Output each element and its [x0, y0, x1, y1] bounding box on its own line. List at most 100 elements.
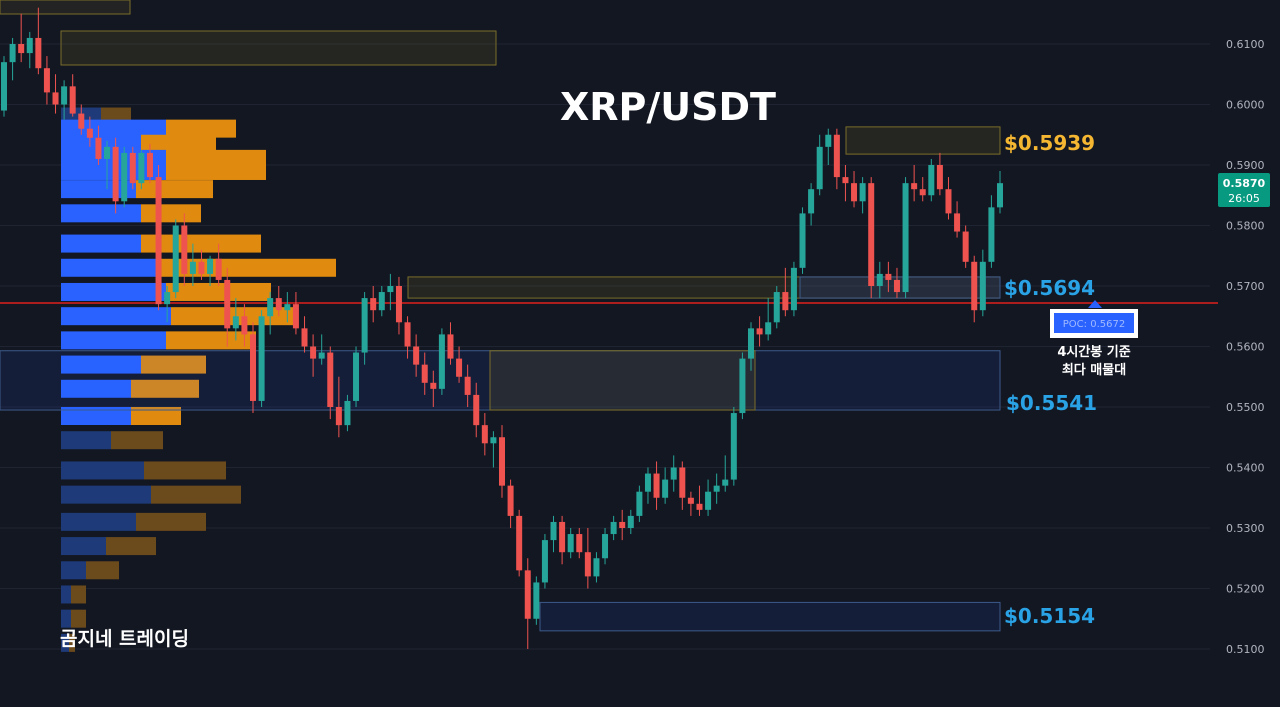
candle-body: [198, 261, 205, 274]
volume-bar-sell: [141, 204, 201, 223]
candle-body: [473, 394, 480, 426]
candle-body: [447, 334, 454, 359]
candle-body: [121, 152, 128, 202]
candle-body: [378, 292, 385, 311]
candle-body: [275, 298, 282, 311]
candle-body: [816, 146, 823, 190]
candle-body: [730, 413, 737, 480]
candle: [825, 128, 832, 165]
volume-bar-buy: [61, 355, 141, 374]
candle-body: [43, 68, 50, 93]
volume-bar-sell: [166, 282, 271, 301]
current-price-tag: 0.5870 26:05: [1218, 173, 1270, 207]
candle: [971, 255, 978, 323]
volume-bar-sell: [71, 585, 86, 604]
candlesticks: [1, 7, 1003, 649]
candle: [370, 286, 377, 323]
volume-bar-sell: [166, 119, 236, 138]
candle: [962, 225, 969, 268]
volume-bar-buy: [61, 633, 69, 652]
candle-body: [301, 328, 308, 347]
poc-label: POC: 0.5672: [1063, 319, 1125, 330]
level-label: $0.5694: [1004, 276, 1095, 300]
candle: [121, 146, 128, 208]
candle-body: [550, 521, 557, 541]
candle-body: [26, 37, 33, 54]
volume-bar-buy: [61, 485, 151, 504]
candle: [705, 479, 712, 516]
zone-0.5541: [0, 350, 1001, 411]
candle: [748, 322, 754, 371]
candle-body: [464, 376, 471, 395]
candle: [516, 509, 523, 577]
candle-body: [928, 165, 935, 196]
candle: [78, 104, 85, 135]
candle-body: [670, 467, 677, 480]
candle: [189, 243, 196, 286]
y-tick-label: 0.5800: [1226, 220, 1265, 233]
candle: [610, 515, 617, 541]
volume-bar-sell: [171, 307, 296, 326]
candle: [361, 292, 368, 365]
volume-bar-sell: [86, 561, 119, 580]
candle-body: [404, 322, 411, 347]
candle-body: [602, 534, 609, 559]
y-tick-label: 0.6000: [1226, 99, 1265, 112]
candle: [876, 261, 883, 299]
candle: [232, 298, 239, 341]
candle-body: [808, 189, 815, 214]
candle: [473, 382, 480, 438]
candle: [541, 534, 548, 589]
candle-body: [713, 485, 720, 492]
candle-body: [833, 134, 840, 178]
candle: [155, 165, 162, 311]
candle-body: [361, 298, 368, 353]
candle: [765, 298, 772, 341]
candle-body: [327, 352, 334, 407]
volume-bar-buy: [61, 234, 141, 253]
candle: [164, 286, 171, 323]
candle-body: [172, 225, 179, 293]
candle: [104, 140, 111, 190]
candle: [851, 171, 858, 208]
candle-body: [593, 558, 600, 577]
candle-body: [756, 328, 763, 335]
candle: [335, 376, 342, 438]
volume-bar-buy: [61, 407, 131, 425]
candle-body: [164, 292, 171, 305]
volume-bar-buy: [61, 307, 171, 326]
candle-body: [78, 113, 85, 129]
candle: [619, 509, 626, 541]
candle: [713, 473, 720, 504]
candle-body: [146, 152, 153, 178]
candle: [327, 346, 334, 420]
candle: [911, 165, 918, 202]
candle-body: [207, 258, 214, 274]
candle-body: [842, 177, 849, 184]
candle-body: [516, 515, 523, 571]
candle: [181, 213, 188, 286]
volume-bar-sell: [111, 431, 163, 450]
candle-body: [533, 582, 540, 619]
y-tick-label: 0.5200: [1226, 583, 1265, 596]
candle-body: [86, 128, 93, 138]
candle: [524, 558, 531, 649]
candle: [790, 261, 797, 317]
candle: [413, 334, 420, 377]
candle: [533, 576, 540, 625]
candle: [782, 267, 789, 317]
watermark-text: 곰지네 트레이딩: [60, 628, 189, 650]
candle: [258, 310, 265, 407]
volume-bar-sell: [71, 609, 86, 628]
volume-bar-buy: [61, 609, 71, 628]
candle-body: [241, 316, 248, 335]
volume-bar-buy: [61, 537, 106, 556]
candle: [627, 509, 634, 535]
candle: [799, 207, 806, 274]
candle: [447, 322, 454, 365]
candle-body: [997, 183, 1003, 208]
candle: [35, 7, 42, 75]
candle-body: [739, 358, 746, 414]
candle: [318, 334, 325, 365]
